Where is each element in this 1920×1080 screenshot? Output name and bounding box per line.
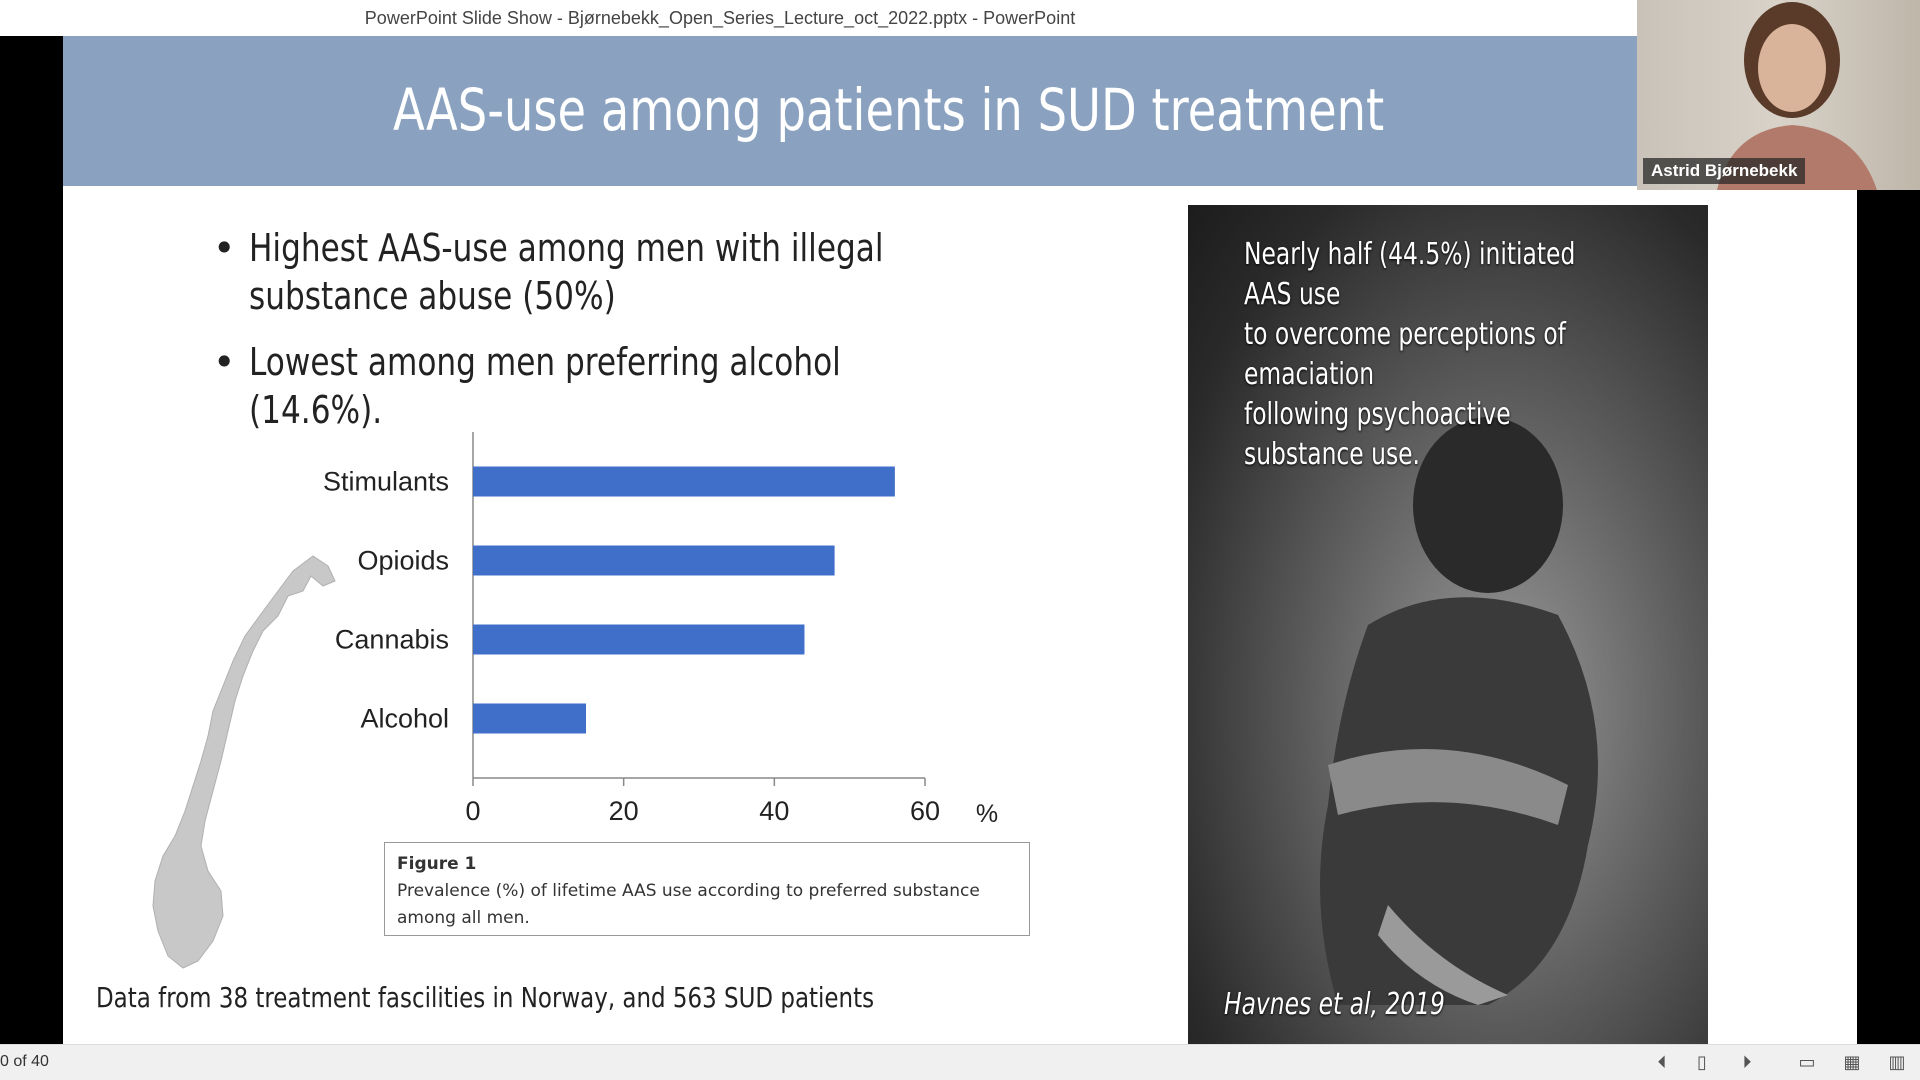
category-label: Opioids xyxy=(357,546,449,576)
photo-text-line: AAS use xyxy=(1244,277,1341,312)
slide-header-band: AAS-use among patients in SUD treatment xyxy=(63,36,1857,186)
category-label: Stimulants xyxy=(323,467,449,497)
category-label: Alcohol xyxy=(360,704,449,734)
reading-view-icon[interactable]: ▥ xyxy=(1888,1052,1906,1073)
participant-name-label: Astrid Bjørnebekk xyxy=(1643,158,1806,184)
norway-map-icon xyxy=(152,555,336,969)
photo-text-line: to overcome perceptions of xyxy=(1244,317,1566,352)
bullet-text: Lowest among men preferring alcohol (14.… xyxy=(249,340,841,432)
slide-letterbox-left xyxy=(0,36,63,1044)
x-tick-label: 40 xyxy=(759,796,789,826)
figure-caption-text: Prevalence (%) of lifetime AAS use accor… xyxy=(397,881,980,928)
webcam-feed[interactable]: Astrid Bjørnebekk xyxy=(1637,0,1920,190)
bullet-list: • Highest AAS-use among men with illegal… xyxy=(213,224,1113,452)
slide[interactable]: AAS-use among patients in SUD treatment … xyxy=(63,36,1857,1044)
slide-counter: 0 of 40 xyxy=(0,1053,49,1070)
bullet-text: Highest AAS-use among men with illegal s… xyxy=(249,226,884,318)
photo-boy-sitting: Nearly half (44.5%) initiated AAS use to… xyxy=(1188,205,1708,1044)
previous-icon[interactable]: ⏴ xyxy=(1657,1052,1667,1073)
bullet-item: • Highest AAS-use among men with illegal… xyxy=(213,224,1113,320)
bullet-dot-icon: • xyxy=(213,340,236,384)
figure-caption-box: Figure 1 Prevalence (%) of lifetime AAS … xyxy=(384,842,1030,936)
figure-caption-title: Figure 1 xyxy=(397,854,477,874)
bullet-item: • Lowest among men preferring alcohol (1… xyxy=(213,338,1113,434)
bar-opioids xyxy=(473,545,835,576)
x-tick-label: 0 xyxy=(465,796,480,826)
slide-title: AAS-use among patients in SUD treatment xyxy=(393,76,1385,144)
bullet-dot-icon: • xyxy=(213,226,236,270)
x-unit-label: % xyxy=(976,800,998,828)
photo-text-line: emaciation xyxy=(1244,357,1375,392)
normal-view-icon[interactable]: ▭ xyxy=(1798,1052,1816,1073)
slide-letterbox-right xyxy=(1857,36,1920,1044)
bar-stimulants xyxy=(473,466,895,497)
slideshow-statusbar: 0 of 40 ⏴ ▯ ⏵ ▭ ▦ ▥ xyxy=(0,1044,1920,1080)
x-tick-label: 20 xyxy=(609,796,639,826)
bar-cannabis xyxy=(473,624,805,655)
slide-sorter-icon[interactable]: ▯ xyxy=(1697,1052,1707,1073)
photo-text-line: Nearly half (44.5%) initiated xyxy=(1244,237,1576,272)
window-title: PowerPoint Slide Show - Bjørnebekk_Open_… xyxy=(364,7,1076,28)
photo-citation: Havnes et al, 2019 xyxy=(1224,987,1445,1022)
bar-chart: Stimulants Opioids Cannabis Alcohol 0 20 40 60% xyxy=(323,432,998,828)
data-source-footnote: Data from 38 treatment fascilities in No… xyxy=(96,981,875,1014)
x-tick-label: 60 xyxy=(910,796,940,826)
photo-text-line: following psychoactive xyxy=(1244,397,1511,432)
window-titlebar: PowerPoint Slide Show - Bjørnebekk_Open_… xyxy=(0,0,1920,36)
photo-overlay-text: Nearly half (44.5%) initiated AAS use to… xyxy=(1244,235,1674,475)
category-label: Cannabis xyxy=(335,625,449,655)
photo-text-line: substance use. xyxy=(1244,437,1420,472)
bar-alcohol xyxy=(473,703,586,734)
next-icon[interactable]: ⏵ xyxy=(1742,1052,1752,1073)
grid-view-icon[interactable]: ▦ xyxy=(1843,1052,1861,1073)
photo-silhouette-shape xyxy=(1320,417,1598,1005)
